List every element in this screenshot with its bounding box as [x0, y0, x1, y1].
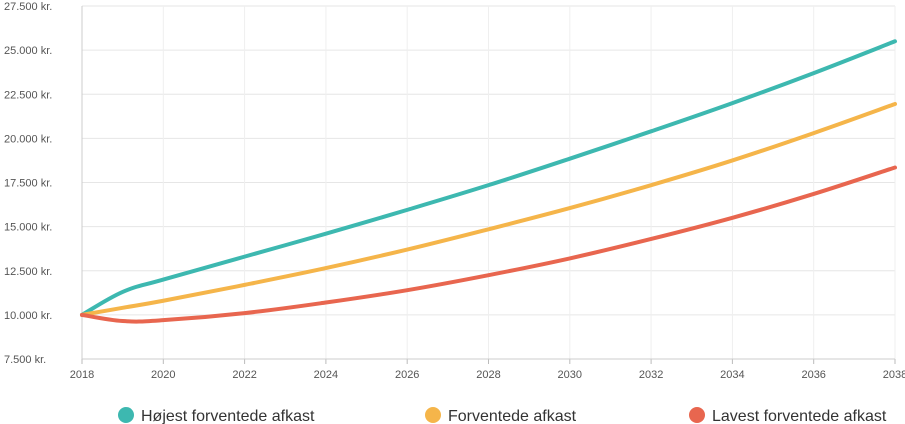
y-tick-label: 27.500 kr.	[4, 1, 52, 13]
series-line-1	[80, 101, 897, 317]
x-tick-label: 2026	[395, 369, 419, 381]
x-tick-label: 2028	[476, 369, 500, 381]
x-tick-label: 2022	[232, 369, 256, 381]
x-tick-label: 2032	[639, 369, 663, 381]
y-tick-label: 10.000 kr.	[4, 310, 52, 322]
legend-marker-0	[118, 407, 134, 423]
y-tick-label: 20.000 kr.	[4, 133, 52, 145]
legend-marker-1	[425, 407, 441, 423]
y-tick-label: 25.000 kr.	[4, 45, 52, 57]
legend-label-1: Forventede afkast	[448, 408, 577, 424]
y-tick-label: 12.500 kr.	[4, 266, 52, 278]
x-tick-label: 2024	[314, 369, 338, 381]
series-line-2	[80, 165, 897, 324]
y-tick-label: 22.500 kr.	[4, 89, 52, 101]
legend-label-0: Højest forventede afkast	[141, 408, 315, 424]
x-tick-label: 2020	[151, 369, 175, 381]
grid	[81, 5, 896, 360]
x-tick-label: 2034	[720, 369, 744, 381]
x-tick-label: 2036	[801, 369, 825, 381]
x-tick-label: 2038	[883, 369, 905, 381]
legend-marker-2	[689, 407, 705, 423]
y-tick-label: 7.500 kr.	[4, 354, 46, 366]
series-line-0	[80, 39, 897, 317]
series-lines	[80, 39, 897, 324]
y-tick-label: 15.000 kr.	[4, 222, 52, 234]
legend-label-2: Lavest forventede afkast	[712, 408, 887, 424]
y-tick-label: 17.500 kr.	[4, 178, 52, 190]
axes: 7.500 kr. 10.000 kr. 12.500 kr. 15.000 kr. 1…	[4, 1, 905, 381]
x-tick-label: 2030	[558, 369, 582, 381]
x-tick-label: 2018	[70, 369, 94, 381]
legend: Højest forventede afkast Forventede afkas…	[118, 407, 887, 424]
